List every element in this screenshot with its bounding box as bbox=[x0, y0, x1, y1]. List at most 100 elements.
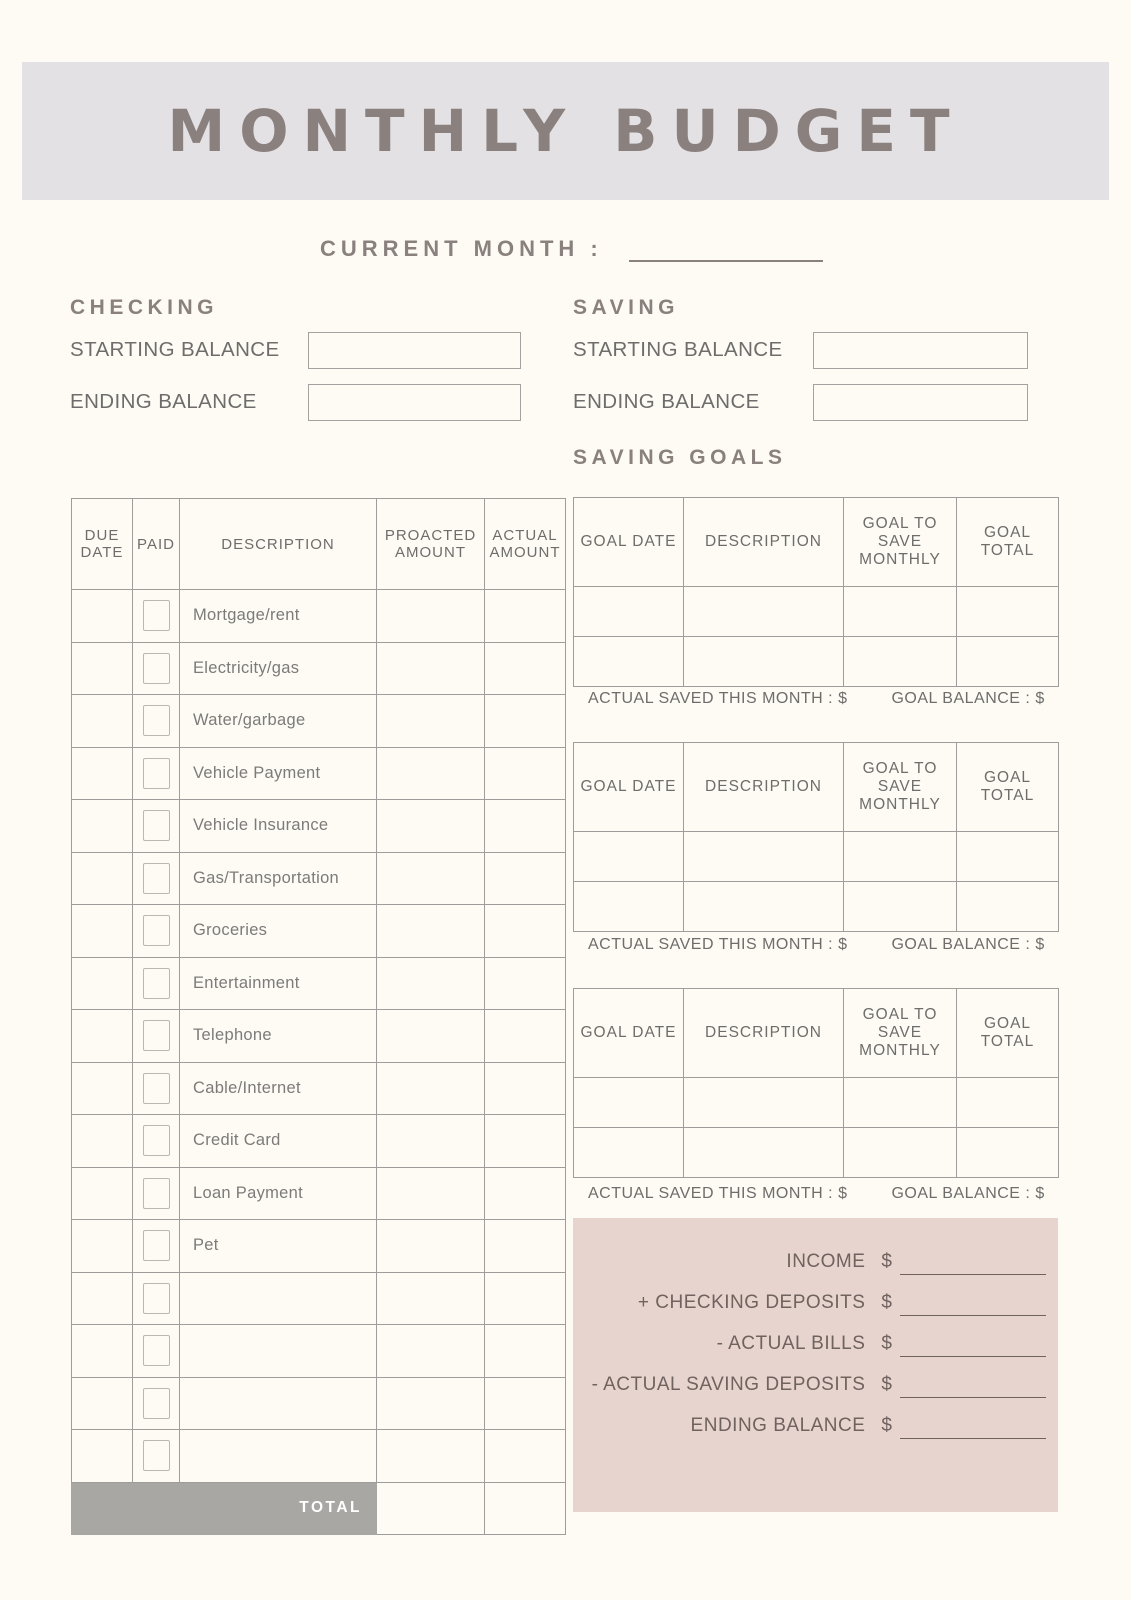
projected-amount-cell[interactable] bbox=[376, 1271, 485, 1325]
paid-checkbox[interactable] bbox=[142, 705, 170, 737]
goal-total-cell[interactable] bbox=[956, 1127, 1059, 1178]
summary-input-line[interactable] bbox=[900, 1250, 1046, 1275]
paid-checkbox[interactable] bbox=[142, 1282, 170, 1314]
goal-to-save-monthly-cell[interactable] bbox=[843, 586, 957, 637]
paid-checkbox[interactable] bbox=[142, 1125, 170, 1157]
goal-description-cell[interactable] bbox=[683, 636, 844, 687]
due-date-cell[interactable] bbox=[71, 746, 133, 800]
due-date-cell[interactable] bbox=[71, 589, 133, 643]
goal-date-cell[interactable] bbox=[573, 586, 684, 637]
goal-to-save-monthly-cell[interactable] bbox=[843, 1077, 957, 1128]
actual-amount-cell[interactable] bbox=[484, 956, 566, 1010]
due-date-cell[interactable] bbox=[71, 1114, 133, 1168]
paid-checkbox[interactable] bbox=[142, 810, 170, 842]
summary-input-line[interactable] bbox=[900, 1373, 1046, 1398]
total-actual-amount-cell[interactable] bbox=[484, 1481, 566, 1535]
paid-checkbox[interactable] bbox=[142, 862, 170, 894]
actual-amount-cell[interactable] bbox=[484, 1219, 566, 1273]
goal-total-cell[interactable] bbox=[956, 831, 1059, 882]
projected-amount-cell[interactable] bbox=[376, 694, 485, 748]
actual-amount-cell[interactable] bbox=[484, 1009, 566, 1063]
due-date-cell[interactable] bbox=[71, 1324, 133, 1378]
paid-checkbox[interactable] bbox=[142, 600, 170, 632]
actual-amount-cell[interactable] bbox=[484, 694, 566, 748]
goal-description-cell[interactable] bbox=[683, 586, 844, 637]
projected-amount-cell[interactable] bbox=[376, 746, 485, 800]
projected-amount-cell[interactable] bbox=[376, 1166, 485, 1220]
actual-amount-cell[interactable] bbox=[484, 904, 566, 958]
projected-amount-cell[interactable] bbox=[376, 799, 485, 853]
due-date-cell[interactable] bbox=[71, 1009, 133, 1063]
due-date-cell[interactable] bbox=[71, 1376, 133, 1430]
paid-checkbox[interactable] bbox=[142, 1335, 170, 1367]
goal-description-cell[interactable] bbox=[683, 1127, 844, 1178]
projected-amount-cell[interactable] bbox=[376, 1061, 485, 1115]
paid-checkbox[interactable] bbox=[142, 757, 170, 789]
paid-checkbox[interactable] bbox=[142, 1387, 170, 1419]
actual-amount-cell[interactable] bbox=[484, 1114, 566, 1168]
projected-amount-cell[interactable] bbox=[376, 641, 485, 695]
current-month-input-line[interactable] bbox=[628, 234, 823, 262]
paid-checkbox[interactable] bbox=[142, 1177, 170, 1209]
actual-amount-cell[interactable] bbox=[484, 1166, 566, 1220]
saving-ending-balance-field[interactable] bbox=[813, 383, 1028, 421]
goal-date-cell[interactable] bbox=[573, 1077, 684, 1128]
paid-checkbox[interactable] bbox=[142, 652, 170, 684]
due-date-cell[interactable] bbox=[71, 1061, 133, 1115]
goal-date-cell[interactable] bbox=[573, 881, 684, 932]
goal-date-cell[interactable] bbox=[573, 831, 684, 882]
due-date-cell[interactable] bbox=[71, 1429, 133, 1483]
projected-amount-cell[interactable] bbox=[376, 904, 485, 958]
actual-amount-cell[interactable] bbox=[484, 1376, 566, 1430]
goal-description-cell[interactable] bbox=[683, 831, 844, 882]
due-date-cell[interactable] bbox=[71, 904, 133, 958]
checking-starting-balance-field[interactable] bbox=[308, 331, 521, 369]
actual-amount-cell[interactable] bbox=[484, 1271, 566, 1325]
due-date-cell[interactable] bbox=[71, 1166, 133, 1220]
due-date-cell[interactable] bbox=[71, 641, 133, 695]
due-date-cell[interactable] bbox=[71, 1219, 133, 1273]
due-date-cell[interactable] bbox=[71, 694, 133, 748]
actual-amount-cell[interactable] bbox=[484, 851, 566, 905]
paid-checkbox[interactable] bbox=[142, 1230, 170, 1262]
summary-input-line[interactable] bbox=[900, 1291, 1046, 1316]
projected-amount-cell[interactable] bbox=[376, 589, 485, 643]
paid-checkbox[interactable] bbox=[142, 1072, 170, 1104]
actual-amount-cell[interactable] bbox=[484, 746, 566, 800]
goal-total-cell[interactable] bbox=[956, 881, 1059, 932]
due-date-cell[interactable] bbox=[71, 1271, 133, 1325]
checking-ending-balance-field[interactable] bbox=[308, 383, 521, 421]
paid-checkbox[interactable] bbox=[142, 1020, 170, 1052]
projected-amount-cell[interactable] bbox=[376, 1219, 485, 1273]
projected-amount-cell[interactable] bbox=[376, 851, 485, 905]
projected-amount-cell[interactable] bbox=[376, 956, 485, 1010]
actual-amount-cell[interactable] bbox=[484, 799, 566, 853]
paid-checkbox[interactable] bbox=[142, 915, 170, 947]
summary-input-line[interactable] bbox=[900, 1414, 1046, 1439]
actual-amount-cell[interactable] bbox=[484, 1324, 566, 1378]
goal-description-cell[interactable] bbox=[683, 1077, 844, 1128]
due-date-cell[interactable] bbox=[71, 851, 133, 905]
goal-total-cell[interactable] bbox=[956, 636, 1059, 687]
goal-to-save-monthly-cell[interactable] bbox=[843, 636, 957, 687]
due-date-cell[interactable] bbox=[71, 956, 133, 1010]
goal-to-save-monthly-cell[interactable] bbox=[843, 831, 957, 882]
saving-starting-balance-field[interactable] bbox=[813, 331, 1028, 369]
projected-amount-cell[interactable] bbox=[376, 1429, 485, 1483]
summary-input-line[interactable] bbox=[900, 1332, 1046, 1357]
actual-amount-cell[interactable] bbox=[484, 589, 566, 643]
goal-to-save-monthly-cell[interactable] bbox=[843, 881, 957, 932]
goal-description-cell[interactable] bbox=[683, 881, 844, 932]
goal-date-cell[interactable] bbox=[573, 1127, 684, 1178]
goal-to-save-monthly-cell[interactable] bbox=[843, 1127, 957, 1178]
projected-amount-cell[interactable] bbox=[376, 1009, 485, 1063]
projected-amount-cell[interactable] bbox=[376, 1324, 485, 1378]
actual-amount-cell[interactable] bbox=[484, 1429, 566, 1483]
projected-amount-cell[interactable] bbox=[376, 1376, 485, 1430]
actual-amount-cell[interactable] bbox=[484, 641, 566, 695]
actual-amount-cell[interactable] bbox=[484, 1061, 566, 1115]
paid-checkbox[interactable] bbox=[142, 967, 170, 999]
projected-amount-cell[interactable] bbox=[376, 1114, 485, 1168]
goal-date-cell[interactable] bbox=[573, 636, 684, 687]
total-projected-amount-cell[interactable] bbox=[376, 1481, 485, 1535]
